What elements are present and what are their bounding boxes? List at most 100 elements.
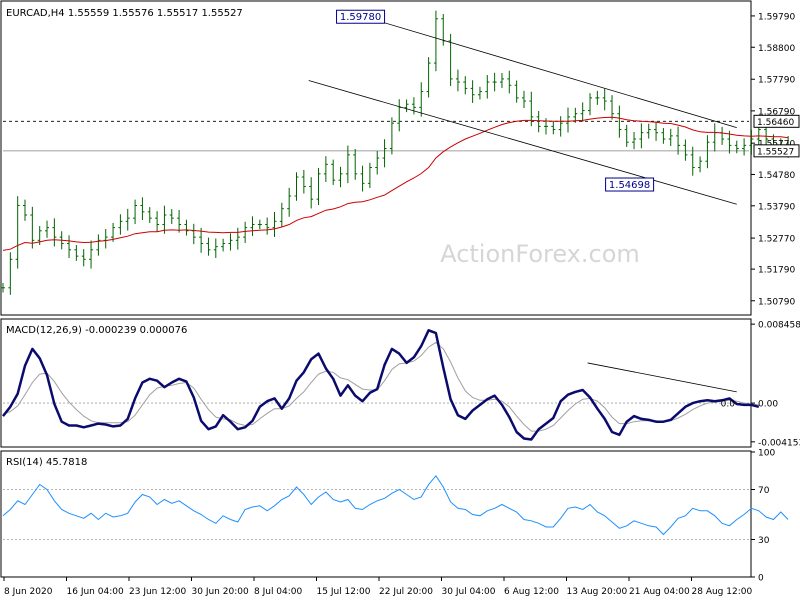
price-bar [397,99,402,132]
price-bar [551,121,556,135]
price-bar [683,139,688,161]
rsi-axis-tick: 30 [758,536,770,546]
price-bar [375,150,380,175]
price-bar [353,148,358,180]
macd-trendline [587,362,737,393]
price-bar [610,95,615,120]
price-bar [81,249,86,267]
price-bar [177,209,182,233]
axis-layer: 1.597901.588001.577901.567901.557701.547… [3,12,800,597]
price-bar [426,57,431,98]
price-panel-frame [0,0,752,316]
price-bar [15,196,20,269]
last-price-label: 1.55527 [757,147,794,157]
price-bar [257,219,262,230]
price-bar [492,72,497,92]
price-bar [45,220,50,238]
price-bar [705,135,710,169]
rsi-axis-tick: 100 [758,449,775,459]
price-bar [676,126,681,155]
rsi-line [2,474,789,536]
macd-label: MACD(12,26,9) -0.000239 0.000076 [6,325,187,336]
price-axis-tick: 1.53790 [758,202,795,212]
price-bar [698,156,703,173]
price-bar [360,165,365,192]
time-axis-tick: 22 Jul 20:00 [379,587,433,597]
price-bar [654,121,659,141]
price-bar [345,145,350,184]
price-bar [661,127,666,144]
price-bar [389,117,394,155]
price-axis-tick: 1.54780 [758,171,795,181]
price-axis-tick: 1.58800 [758,44,795,54]
price-bar [74,245,79,261]
rsi-label: RSI(14) 45.7818 [6,457,87,468]
price-bar [118,214,123,235]
rsi-panel-frame [0,450,752,578]
price-annotation: 1.59780 [336,9,386,24]
price-bar [470,80,475,103]
macd-axis-tick: 0.00 [758,400,778,410]
price-bar [566,107,571,133]
macd-panel-frame [0,318,752,448]
level-price-label-box [753,114,800,128]
price-bar [734,140,739,154]
price-bar [199,227,204,253]
price-bar [221,238,226,252]
price-bar [536,110,541,133]
rsi-axis-tick: 70 [758,486,770,496]
price-bar [52,218,57,247]
price-bar [580,102,585,122]
price-bar [485,75,490,99]
price-annotation: 1.54698 [605,177,655,192]
time-axis-tick: 30 Jun 20:00 [192,587,249,597]
price-bar [588,93,593,116]
price-bar [477,86,482,100]
price-bar [521,90,526,109]
price-bar [301,169,306,194]
time-axis-tick: 30 Jul 04:00 [442,587,496,597]
chart-title: EURCAD,H4 1.55559 1.55576 1.55517 1.5552… [6,8,243,19]
price-bar [191,223,196,245]
price-bar [624,124,629,147]
price-bar [89,240,94,269]
price-bar [294,172,299,201]
price-bar [668,128,673,147]
last-price-label-box [753,144,800,158]
price-bar [720,126,725,145]
price-axis-tick: 1.50790 [758,297,795,307]
price-axis-tick: 1.51790 [758,266,795,276]
price-bar [133,199,138,225]
price-layer: 1.59780 1.54698 [1,9,791,295]
price-bar [30,206,35,249]
price-bar [272,212,277,237]
price-axis-tick: 1.56790 [758,107,795,117]
moving-average-line [2,116,789,251]
time-axis-tick: 8 Jun 2020 [4,587,53,597]
price-bar [639,123,644,149]
price-bar [404,99,409,113]
price-bar [309,177,314,209]
price-bar [206,237,211,256]
price-bar [279,202,284,228]
price-bar [140,197,145,220]
macd-main-line [2,329,760,441]
price-bar [111,222,116,242]
price-bar [338,166,343,188]
macd-layer [2,329,760,441]
price-annotation-box [605,177,655,192]
price-bar [147,207,152,223]
price-bar [125,208,130,231]
price-annotation-label: 1.59780 [340,12,381,23]
price-bar [463,76,468,95]
macd-signal-line [2,341,759,432]
price-bar [514,80,519,103]
price-bar [23,199,28,221]
price-bar [250,216,255,236]
macd-zero-inline-label: 0.0 [721,400,736,410]
time-axis-tick: 23 Jun 12:00 [129,587,186,597]
price-bar [213,238,218,258]
price-annotation-box [336,9,386,24]
